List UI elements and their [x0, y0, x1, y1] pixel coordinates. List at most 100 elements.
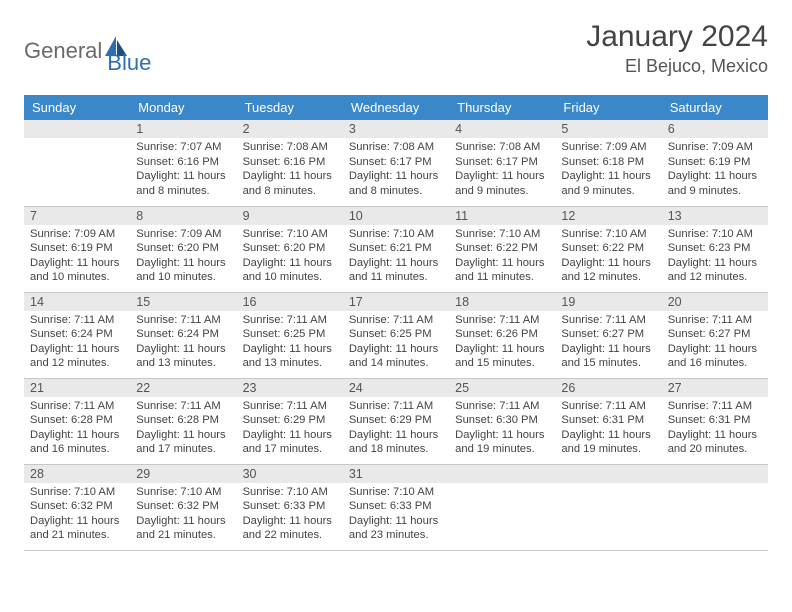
- sunset-text: Sunset: 6:29 PM: [243, 413, 337, 428]
- day-number: 7: [24, 207, 130, 225]
- day-number: 30: [237, 465, 343, 483]
- logo-text-general: General: [24, 38, 102, 64]
- col-friday: Friday: [555, 95, 661, 120]
- calendar-cell: [449, 464, 555, 550]
- day-number: 13: [662, 207, 768, 225]
- daylight-text: Daylight: 11 hours and 9 minutes.: [561, 169, 655, 198]
- sunrise-text: Sunrise: 7:11 AM: [455, 399, 549, 414]
- day-number: 31: [343, 465, 449, 483]
- calendar-cell: 11Sunrise: 7:10 AMSunset: 6:22 PMDayligh…: [449, 206, 555, 292]
- daylight-text: Daylight: 11 hours and 12 minutes.: [30, 342, 124, 371]
- day-number: 6: [662, 120, 768, 138]
- calendar-cell: 28Sunrise: 7:10 AMSunset: 6:32 PMDayligh…: [24, 464, 130, 550]
- daylight-text: Daylight: 11 hours and 19 minutes.: [561, 428, 655, 457]
- calendar-cell: 30Sunrise: 7:10 AMSunset: 6:33 PMDayligh…: [237, 464, 343, 550]
- day-number: 16: [237, 293, 343, 311]
- day-number: 10: [343, 207, 449, 225]
- daylight-text: Daylight: 11 hours and 23 minutes.: [349, 514, 443, 543]
- day-number: 22: [130, 379, 236, 397]
- calendar-cell: 8Sunrise: 7:09 AMSunset: 6:20 PMDaylight…: [130, 206, 236, 292]
- daylight-text: Daylight: 11 hours and 11 minutes.: [349, 256, 443, 285]
- sunset-text: Sunset: 6:24 PM: [30, 327, 124, 342]
- col-monday: Monday: [130, 95, 236, 120]
- calendar-cell: 25Sunrise: 7:11 AMSunset: 6:30 PMDayligh…: [449, 378, 555, 464]
- sunrise-text: Sunrise: 7:08 AM: [349, 140, 443, 155]
- calendar-cell: 26Sunrise: 7:11 AMSunset: 6:31 PMDayligh…: [555, 378, 661, 464]
- location-label: El Bejuco, Mexico: [586, 56, 768, 77]
- sunrise-text: Sunrise: 7:11 AM: [243, 399, 337, 414]
- sunset-text: Sunset: 6:29 PM: [349, 413, 443, 428]
- day-number: 23: [237, 379, 343, 397]
- calendar-cell: 27Sunrise: 7:11 AMSunset: 6:31 PMDayligh…: [662, 378, 768, 464]
- calendar-week: 1 Sunrise: 7:07 AMSunset: 6:16 PM Daylight…: [24, 120, 768, 206]
- daylight-text: Daylight: 11 hours and 8 minutes.: [243, 169, 337, 198]
- header: General Blue January 2024 El Bejuco, Mex…: [24, 20, 768, 77]
- col-wednesday: Wednesday: [343, 95, 449, 120]
- day-number: 12: [555, 207, 661, 225]
- sunrise-text: Sunrise: 7:11 AM: [561, 399, 655, 414]
- calendar-cell: 18Sunrise: 7:11 AMSunset: 6:26 PMDayligh…: [449, 292, 555, 378]
- calendar-cell: [555, 464, 661, 550]
- sunset-text: Sunset: 6:31 PM: [668, 413, 762, 428]
- sunset-text: Sunset: 6:21 PM: [349, 241, 443, 256]
- day-number: 20: [662, 293, 768, 311]
- sunrise-text: Sunrise: 7:10 AM: [561, 227, 655, 242]
- calendar-cell: [24, 120, 130, 206]
- day-number: 18: [449, 293, 555, 311]
- sunrise-text: Sunrise: 7:10 AM: [136, 485, 230, 500]
- sunrise-text: Sunrise: 7:11 AM: [136, 399, 230, 414]
- calendar-week: 14Sunrise: 7:11 AMSunset: 6:24 PMDayligh…: [24, 292, 768, 378]
- sunrise-text: Sunrise: 7:11 AM: [243, 313, 337, 328]
- day-number: 17: [343, 293, 449, 311]
- sunrise-text: Sunrise: 7:11 AM: [455, 313, 549, 328]
- logo: General Blue: [24, 20, 151, 76]
- daylight-text: Daylight: 11 hours and 22 minutes.: [243, 514, 337, 543]
- sunrise-text: Sunrise: 7:11 AM: [349, 399, 443, 414]
- sunset-text: Sunset: 6:16 PM: [136, 155, 230, 170]
- sunrise-text: Sunrise: 7:10 AM: [243, 227, 337, 242]
- sunrise-text: Sunrise: 7:10 AM: [455, 227, 549, 242]
- calendar-week: 21Sunrise: 7:11 AMSunset: 6:28 PMDayligh…: [24, 378, 768, 464]
- daylight-text: Daylight: 11 hours and 19 minutes.: [455, 428, 549, 457]
- sunrise-text: Sunrise: 7:08 AM: [455, 140, 549, 155]
- daylight-text: Daylight: 11 hours and 16 minutes.: [668, 342, 762, 371]
- calendar-cell: 20 Sunrise: 7:11 AMSunset: 6:27 PMDayligh…: [662, 292, 768, 378]
- daylight-text: Daylight: 11 hours and 8 minutes.: [349, 169, 443, 198]
- day-number-empty: [662, 465, 768, 483]
- daylight-text: Daylight: 11 hours and 9 minutes.: [668, 169, 762, 198]
- calendar-cell: 22Sunrise: 7:11 AMSunset: 6:28 PMDayligh…: [130, 378, 236, 464]
- sunset-text: Sunset: 6:19 PM: [30, 241, 124, 256]
- day-number: 27: [662, 379, 768, 397]
- sunrise-text: Sunrise: 7:11 AM: [30, 399, 124, 414]
- sunrise-text: Sunrise: 7:07 AM: [136, 140, 230, 155]
- col-thursday: Thursday: [449, 95, 555, 120]
- sunrise-text: Sunrise: 7:11 AM: [136, 313, 230, 328]
- sunset-text: Sunset: 6:26 PM: [455, 327, 549, 342]
- calendar-cell: 21Sunrise: 7:11 AMSunset: 6:28 PMDayligh…: [24, 378, 130, 464]
- day-number-empty: [449, 465, 555, 483]
- day-number: 4: [449, 120, 555, 138]
- daylight-text: Daylight: 11 hours and 11 minutes.: [455, 256, 549, 285]
- day-number: 1: [130, 120, 236, 138]
- daylight-text: Daylight: 11 hours and 21 minutes.: [136, 514, 230, 543]
- sunset-text: Sunset: 6:27 PM: [668, 327, 762, 342]
- calendar-cell: 15Sunrise: 7:11 AMSunset: 6:24 PMDayligh…: [130, 292, 236, 378]
- daylight-text: Daylight: 11 hours and 10 minutes.: [136, 256, 230, 285]
- sunrise-text: Sunrise: 7:09 AM: [136, 227, 230, 242]
- calendar-cell: 5Sunrise: 7:09 AMSunset: 6:18 PMDaylight…: [555, 120, 661, 206]
- calendar-cell: 19Sunrise: 7:11 AMSunset: 6:27 PMDayligh…: [555, 292, 661, 378]
- calendar-week: 28Sunrise: 7:10 AMSunset: 6:32 PMDayligh…: [24, 464, 768, 550]
- calendar-cell: 13Sunrise: 7:10 AMSunset: 6:23 PMDayligh…: [662, 206, 768, 292]
- sunset-text: Sunset: 6:32 PM: [30, 499, 124, 514]
- sunset-text: Sunset: 6:28 PM: [30, 413, 124, 428]
- calendar-cell: 1Sunrise: 7:07 AMSunset: 6:16 PMDaylight…: [130, 120, 236, 206]
- daylight-text: Daylight: 11 hours and 17 minutes.: [136, 428, 230, 457]
- sunrise-text: Sunrise: 7:11 AM: [30, 313, 124, 328]
- calendar-cell: 9Sunrise: 7:10 AMSunset: 6:20 PMDaylight…: [237, 206, 343, 292]
- sunset-text: Sunset: 6:22 PM: [561, 241, 655, 256]
- daylight-text: Daylight: 11 hours and 10 minutes.: [30, 256, 124, 285]
- sunset-text: Sunset: 6:31 PM: [561, 413, 655, 428]
- sunrise-text: Sunrise: 7:10 AM: [30, 485, 124, 500]
- sunrise-text: Sunrise: 7:11 AM: [668, 313, 762, 328]
- calendar-cell: 23Sunrise: 7:11 AMSunset: 6:29 PMDayligh…: [237, 378, 343, 464]
